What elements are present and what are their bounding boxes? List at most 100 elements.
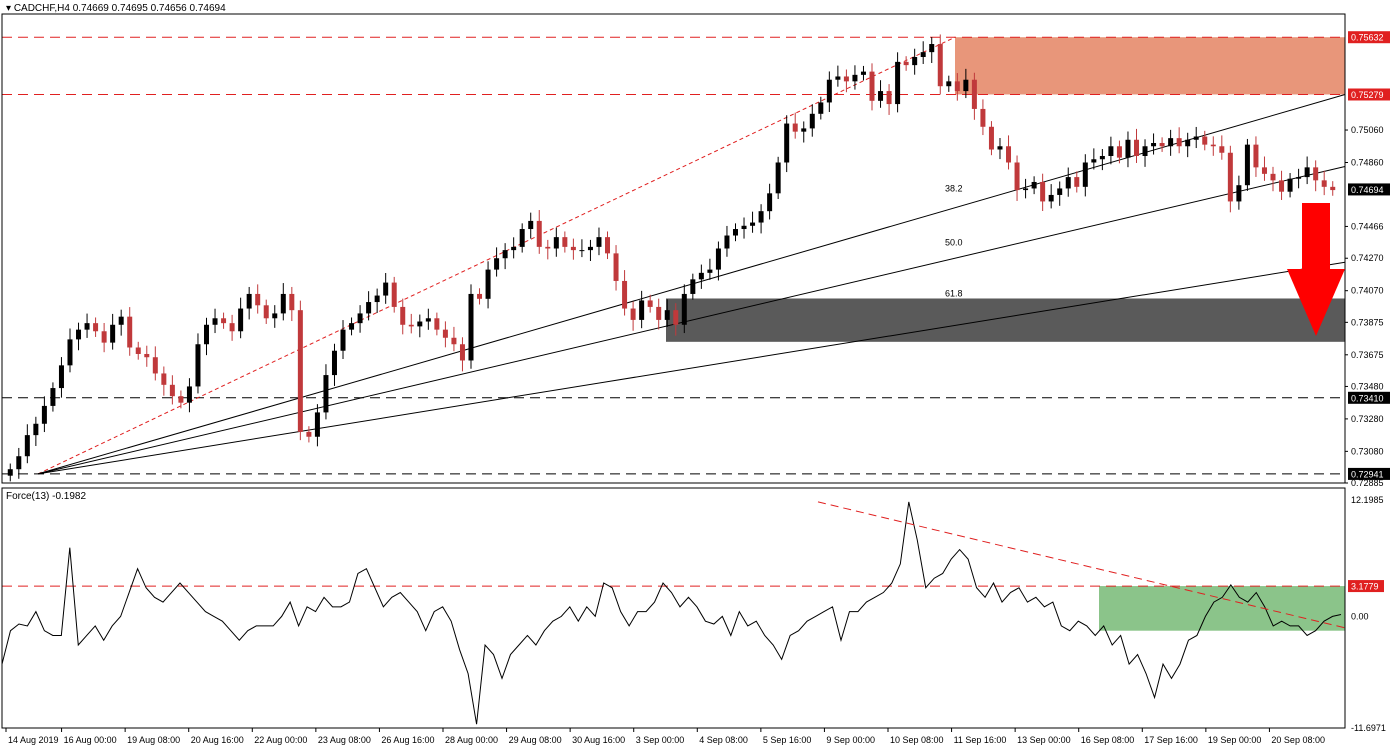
candle-body	[860, 71, 866, 75]
candle-body	[16, 456, 22, 470]
x-tick-label: 16 Aug 00:00	[64, 735, 117, 745]
candle-body	[673, 310, 679, 325]
candle	[903, 56, 909, 71]
price-tag	[1348, 183, 1390, 196]
candle-body	[1099, 155, 1105, 160]
candle-body	[24, 435, 30, 457]
candle-body	[545, 246, 551, 249]
candle-body	[750, 222, 756, 226]
candle	[468, 284, 474, 369]
candle-body	[1227, 152, 1233, 202]
candle-body	[818, 102, 824, 114]
candle-body	[980, 108, 986, 127]
candle-body	[238, 308, 244, 332]
candle-body	[775, 162, 781, 194]
force-zone	[1099, 586, 1345, 631]
candle-body	[1270, 173, 1276, 181]
candle-body	[246, 293, 252, 309]
price-tag-label: 0.72941	[1351, 469, 1384, 479]
candle-body	[1202, 136, 1208, 145]
candle-body	[7, 469, 13, 476]
candle	[144, 345, 150, 367]
candle	[331, 343, 337, 386]
candle-body	[1082, 162, 1088, 187]
candle-body	[878, 91, 884, 101]
candle	[263, 299, 269, 324]
candle	[1236, 175, 1242, 210]
down-arrow-icon	[1287, 203, 1345, 336]
candle-body	[76, 329, 82, 340]
candle	[127, 307, 133, 356]
arrow-shaft	[1302, 203, 1330, 269]
candle	[1133, 128, 1139, 163]
candle-body	[383, 282, 389, 296]
candle	[1057, 181, 1063, 206]
candle	[1006, 135, 1012, 170]
candle	[732, 223, 738, 242]
candle-body	[903, 61, 909, 66]
candle	[1210, 136, 1216, 156]
candle	[630, 301, 636, 331]
x-tick-label: 10 Sep 08:00	[890, 735, 944, 745]
force-trendline	[817, 501, 1346, 629]
arrow-head	[1287, 269, 1345, 336]
candle-body	[605, 237, 611, 254]
candle-body	[263, 305, 269, 319]
force-tick-label: 12.1985	[1351, 495, 1384, 505]
candle-body	[707, 269, 713, 273]
x-tick-label: 9 Sep 00:00	[826, 735, 875, 745]
candle	[562, 231, 568, 253]
candle-body	[954, 81, 960, 92]
candle	[1227, 145, 1233, 213]
candle	[1185, 132, 1191, 158]
candle-body	[630, 308, 636, 320]
candle-body	[1065, 177, 1071, 189]
candle	[1151, 133, 1157, 155]
candle-body	[178, 396, 184, 403]
candle-body	[408, 324, 414, 327]
candle-body	[835, 76, 841, 80]
candle	[792, 112, 798, 139]
candle	[101, 322, 107, 353]
candle-body	[502, 250, 508, 259]
candle	[613, 245, 619, 291]
candle	[1099, 149, 1105, 171]
candle	[835, 65, 841, 87]
candle	[767, 183, 773, 220]
candle-body	[1006, 146, 1012, 163]
candle-body	[297, 310, 303, 432]
candle	[988, 121, 994, 156]
candle	[289, 286, 295, 322]
candle-body	[792, 123, 798, 132]
y-tick-label: 0.74070	[1351, 286, 1384, 296]
candle	[920, 41, 926, 64]
candle	[76, 322, 82, 351]
force-tag	[1348, 580, 1384, 593]
x-tick-label: 23 Aug 08:00	[318, 735, 371, 745]
candle-body	[391, 282, 397, 307]
candle-body	[1321, 180, 1327, 187]
price-tag-label: 0.74694	[1351, 185, 1384, 195]
candle	[408, 313, 414, 334]
dropdown-arrow-icon[interactable]: ▾	[6, 3, 12, 14]
y-tick-label: 0.75060	[1351, 125, 1384, 135]
candle	[1279, 170, 1285, 200]
candle	[570, 238, 576, 260]
candle-body	[135, 347, 141, 354]
price-tag	[1348, 88, 1390, 101]
candle	[656, 298, 662, 330]
price-tag	[1348, 467, 1390, 480]
candle	[1168, 129, 1174, 156]
candle-body	[570, 246, 576, 251]
candle	[16, 447, 22, 479]
candle	[195, 333, 201, 394]
candle-body	[212, 318, 218, 325]
candle-body	[468, 293, 474, 361]
candle	[494, 247, 500, 277]
candle-body	[664, 310, 670, 320]
candle-body	[161, 373, 167, 385]
candle-body	[1142, 146, 1148, 156]
candle	[135, 341, 141, 360]
price-tag	[1348, 391, 1390, 404]
